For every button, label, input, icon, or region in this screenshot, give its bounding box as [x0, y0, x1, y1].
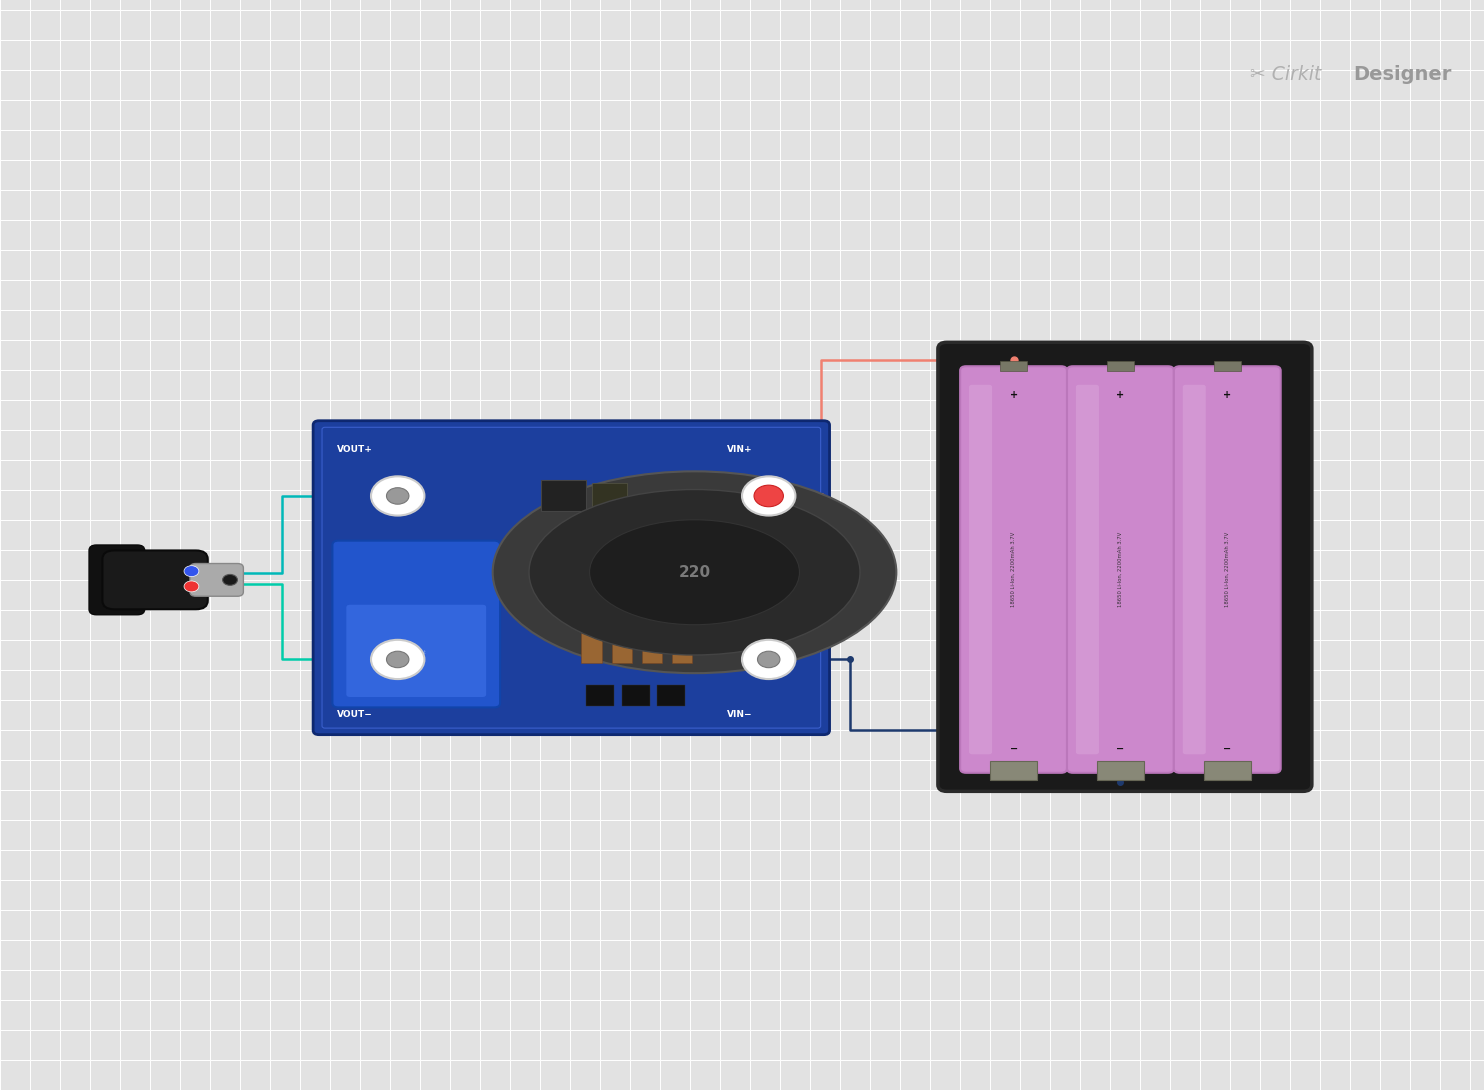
Bar: [1214, 361, 1241, 371]
FancyBboxPatch shape: [1174, 366, 1281, 773]
FancyBboxPatch shape: [960, 366, 1067, 773]
Text: 18650 Li-Ion, 2200mAh 3.7V: 18650 Li-Ion, 2200mAh 3.7V: [1224, 532, 1230, 607]
FancyBboxPatch shape: [1067, 366, 1174, 773]
Text: VIN−: VIN−: [727, 711, 752, 719]
Text: 220: 220: [678, 565, 711, 580]
Bar: [611, 632, 632, 663]
Bar: [643, 632, 662, 663]
FancyBboxPatch shape: [332, 541, 500, 707]
Text: −: −: [1009, 743, 1018, 754]
Bar: [542, 480, 586, 510]
Circle shape: [386, 487, 410, 505]
Circle shape: [223, 574, 237, 585]
Bar: [622, 685, 650, 706]
Bar: [672, 632, 693, 663]
Ellipse shape: [493, 471, 896, 674]
Circle shape: [757, 487, 781, 505]
Text: VOUT+: VOUT+: [337, 445, 372, 453]
FancyBboxPatch shape: [1076, 385, 1100, 754]
Bar: [1097, 761, 1144, 780]
Text: +: +: [1009, 389, 1018, 400]
FancyBboxPatch shape: [102, 550, 208, 609]
Circle shape: [386, 651, 410, 668]
Bar: [592, 483, 626, 508]
Bar: [1204, 761, 1251, 780]
Circle shape: [371, 640, 424, 679]
Ellipse shape: [589, 520, 800, 625]
Text: ✂ Cirkit: ✂ Cirkit: [1250, 64, 1327, 84]
FancyBboxPatch shape: [938, 342, 1312, 791]
Circle shape: [742, 476, 795, 516]
Circle shape: [757, 651, 781, 668]
Bar: [582, 632, 601, 663]
Text: +: +: [1116, 389, 1125, 400]
Circle shape: [184, 581, 199, 592]
FancyBboxPatch shape: [1183, 385, 1206, 754]
Circle shape: [371, 476, 424, 516]
Text: −: −: [1223, 743, 1232, 754]
Circle shape: [754, 485, 784, 507]
FancyBboxPatch shape: [969, 385, 993, 754]
FancyBboxPatch shape: [89, 545, 144, 615]
Text: Designer: Designer: [1353, 64, 1451, 84]
Text: +: +: [1223, 389, 1232, 400]
Circle shape: [742, 640, 795, 679]
Bar: [990, 761, 1037, 780]
Text: −: −: [1116, 743, 1125, 754]
Bar: [1107, 361, 1134, 371]
Ellipse shape: [528, 489, 861, 655]
Text: VIN+: VIN+: [727, 445, 752, 453]
Bar: [657, 685, 686, 706]
Text: VOUT−: VOUT−: [337, 711, 372, 719]
FancyBboxPatch shape: [346, 604, 487, 698]
Text: 18650 Li-Ion, 2200mAh 3.7V: 18650 Li-Ion, 2200mAh 3.7V: [1117, 532, 1123, 607]
FancyBboxPatch shape: [190, 564, 243, 596]
FancyBboxPatch shape: [313, 421, 830, 735]
Circle shape: [184, 566, 199, 577]
Text: 18650 Li-Ion, 2200mAh 3.7V: 18650 Li-Ion, 2200mAh 3.7V: [1011, 532, 1017, 607]
Bar: [1000, 361, 1027, 371]
Text: Trimpot: Trimpot: [407, 650, 426, 655]
Bar: [586, 685, 614, 706]
